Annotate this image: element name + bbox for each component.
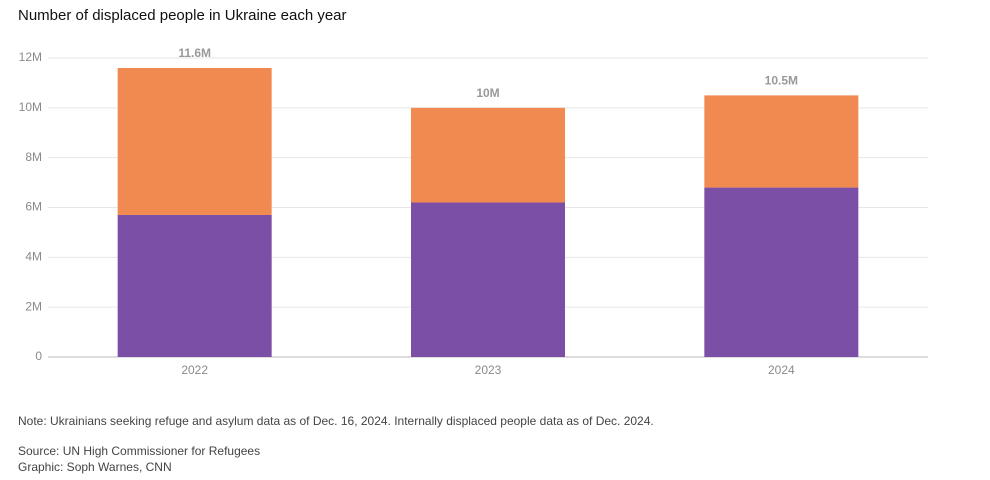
source: Source: UN High Commissioner for Refugee… [18, 444, 260, 458]
chart-title: Number of displaced people in Ukraine ea… [18, 7, 347, 24]
bar-segment [117, 214, 272, 357]
note: Note: Ukrainians seeking refuge and asyl… [18, 414, 654, 428]
y-tick-label: 6M [25, 200, 42, 214]
bar-segment [704, 187, 859, 357]
x-tick-label: 2024 [768, 363, 795, 377]
total-label: 11.6M [178, 46, 211, 60]
total-label: 10.5M [765, 74, 798, 88]
bar-segment [117, 67, 272, 215]
y-tick-label: 4M [25, 250, 42, 264]
x-tick-label: 2023 [475, 363, 502, 377]
bar-segment [411, 202, 565, 357]
total-label: 10M [476, 86, 499, 100]
credit: Graphic: Soph Warnes, CNN [18, 460, 172, 474]
x-tick-label: 2022 [181, 363, 208, 377]
y-tick-label: 8M [25, 150, 42, 164]
y-tick-label: 10M [19, 100, 42, 114]
bar-segment [411, 107, 565, 203]
y-tick-label: 12M [19, 50, 42, 64]
y-tick-label: 2M [25, 299, 42, 313]
bar-segment [704, 95, 859, 188]
y-tick-label: 0 [35, 349, 42, 363]
